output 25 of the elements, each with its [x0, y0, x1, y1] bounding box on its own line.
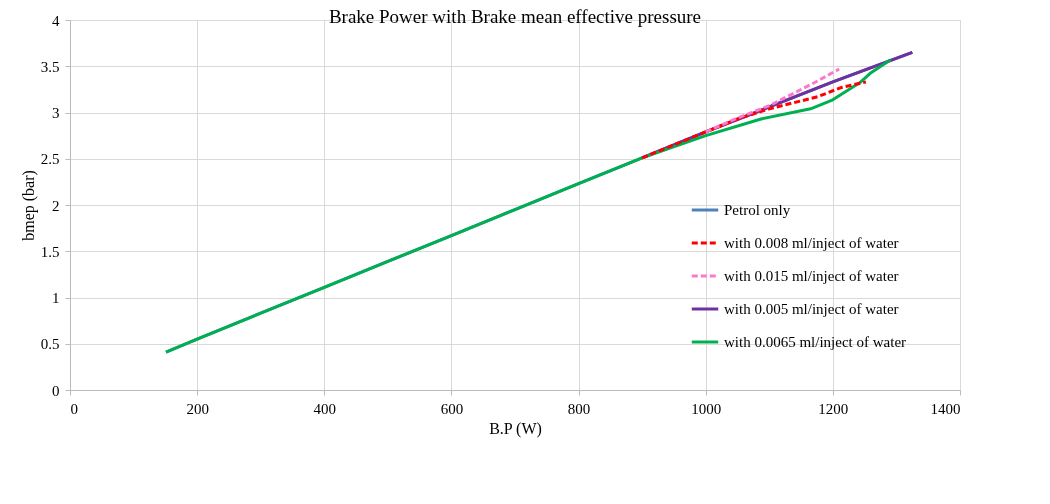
x-tick-label: 400 — [313, 400, 337, 417]
legend-label: with 0.005 ml/inject of water — [724, 301, 899, 317]
y-tick-label: 2 — [52, 197, 60, 214]
y-tick-label: 1 — [52, 290, 60, 306]
x-tick-label: 600 — [440, 400, 464, 417]
legend-label: Petrol only — [724, 202, 791, 218]
x-tick-label: 1200 — [818, 400, 849, 417]
y-tick-label: 0.5 — [40, 336, 60, 353]
y-tick-label: 4 — [52, 12, 60, 29]
legend-label: with 0.015 ml/inject of water — [724, 268, 899, 284]
y-axis-title: bmep (bar) — [19, 170, 38, 241]
legend-label: with 0.008 ml/inject of water — [724, 235, 899, 251]
legend-label: with 0.0065 ml/inject of water — [724, 334, 907, 350]
y-tick-label: 0 — [52, 382, 60, 399]
y-tick-label: 2.5 — [40, 151, 60, 168]
y-tick-label: 1.5 — [40, 243, 60, 260]
x-axis-title: B.P (W) — [489, 419, 542, 438]
chart-title: Brake Power with Brake mean effective pressure — [328, 6, 702, 27]
x-tick-label: 1400 — [930, 400, 961, 417]
x-tick-label: 200 — [186, 400, 209, 417]
x-tick-label: 800 — [567, 400, 591, 417]
x-tick-label: 0 — [70, 400, 78, 417]
y-tick-label: 3.5 — [40, 58, 60, 75]
x-tick-label: 1000 — [691, 400, 722, 417]
y-tick-label: 3 — [52, 105, 60, 121]
